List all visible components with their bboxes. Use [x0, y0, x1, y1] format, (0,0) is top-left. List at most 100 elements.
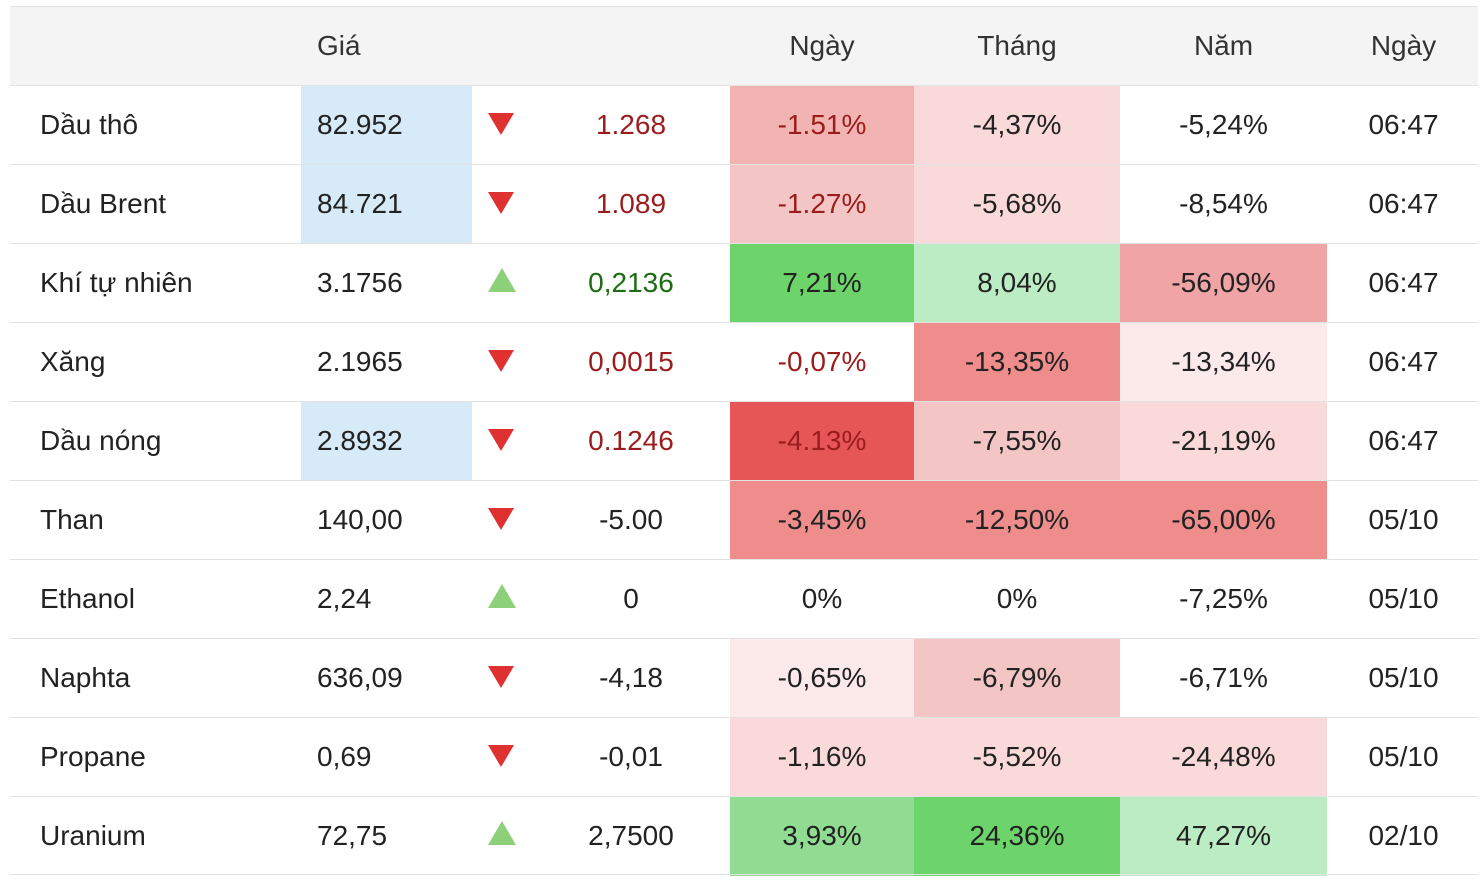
price-value: 3.1756: [301, 243, 472, 323]
direction-cell: [472, 638, 532, 718]
price-value: 2.8932: [301, 401, 472, 481]
up-triangle-icon: [488, 268, 516, 292]
direction-cell: [472, 480, 532, 560]
down-triangle-icon: [488, 665, 514, 688]
header-row: Giá Ngày Tháng Năm Ngày: [10, 6, 1478, 86]
year-change-percent: -5,24%: [1120, 85, 1327, 165]
commodity-name[interactable]: Naphta: [10, 638, 301, 718]
year-change-percent: -65,00%: [1120, 480, 1327, 560]
direction-cell: [472, 243, 532, 323]
year-change-percent: -8,54%: [1120, 164, 1327, 244]
month-change-percent: -12,50%: [914, 480, 1120, 560]
change-value: 0: [532, 559, 730, 639]
update-time: 05/10: [1327, 559, 1478, 639]
update-time: 06:47: [1327, 164, 1478, 244]
table-row[interactable]: Dầu Brent 84.721 1.089 -1.27% -5,68% -8,54% 06…: [10, 164, 1478, 244]
header-day[interactable]: Ngày: [730, 6, 914, 86]
table-row[interactable]: Dầu nóng 2.8932 0.1246 -4.13% -7,55% -21,19% 0…: [10, 401, 1478, 481]
header-arrow: [472, 6, 532, 86]
price-value: 2,24: [301, 559, 472, 639]
update-time: 02/10: [1327, 796, 1478, 876]
header-price[interactable]: Giá: [301, 6, 472, 86]
commodity-name[interactable]: Ethanol: [10, 559, 301, 639]
commodity-name[interactable]: Dầu Brent: [10, 164, 301, 244]
day-change-percent: -3,45%: [730, 480, 914, 560]
header-name[interactable]: [10, 6, 301, 86]
change-value: 0,2136: [532, 243, 730, 323]
table-row[interactable]: Naphta 636,09 -4,18 -0,65% -6,79% -6,71% 05/10: [10, 638, 1478, 718]
table-row[interactable]: Uranium 72,75 2,7500 3,93% 24,36% 47,27% 02/10: [10, 796, 1478, 876]
direction-cell: [472, 401, 532, 481]
change-value: -5.00: [532, 480, 730, 560]
energy-prices-table-container: Giá Ngày Tháng Năm Ngày Dầu thô 82.952 1.2…: [10, 6, 1478, 882]
month-change-percent: -5,68%: [914, 164, 1120, 244]
commodity-name[interactable]: Khí tự nhiên: [10, 243, 301, 323]
month-change-percent: -7,55%: [914, 401, 1120, 481]
day-change-percent: 7,21%: [730, 243, 914, 323]
down-triangle-icon: [488, 507, 514, 530]
change-value: 0.1246: [532, 401, 730, 481]
change-value: 1.089: [532, 164, 730, 244]
table-header: Giá Ngày Tháng Năm Ngày: [10, 6, 1478, 86]
direction-cell: [472, 322, 532, 402]
energy-prices-table: Giá Ngày Tháng Năm Ngày Dầu thô 82.952 1.2…: [10, 6, 1478, 876]
up-triangle-icon: [488, 821, 516, 846]
month-change-percent: -5,52%: [914, 717, 1120, 797]
month-change-percent: -6,79%: [914, 638, 1120, 718]
year-change-percent: 47,27%: [1120, 796, 1327, 876]
day-change-percent: -1.51%: [730, 85, 914, 165]
commodity-name[interactable]: Uranium: [10, 796, 301, 876]
price-value: 72,75: [301, 796, 472, 876]
month-change-percent: 24,36%: [914, 796, 1120, 876]
change-value: -0,01: [532, 717, 730, 797]
commodity-name[interactable]: Xăng: [10, 322, 301, 402]
header-change[interactable]: [532, 6, 730, 86]
day-change-percent: -1.27%: [730, 164, 914, 244]
header-year[interactable]: Năm: [1120, 6, 1327, 86]
price-value: 140,00: [301, 480, 472, 560]
year-change-percent: -7,25%: [1120, 559, 1327, 639]
table-row[interactable]: Than 140,00 -5.00 -3,45% -12,50% -65,00% 05/10: [10, 480, 1478, 560]
down-triangle-icon: [488, 112, 514, 135]
down-triangle-icon: [488, 191, 514, 214]
update-time: 06:47: [1327, 322, 1478, 402]
down-triangle-icon: [488, 349, 514, 372]
day-change-percent: -0,65%: [730, 638, 914, 718]
up-triangle-icon: [488, 584, 516, 608]
direction-cell: [472, 85, 532, 165]
update-time: 06:47: [1327, 243, 1478, 323]
day-change-percent: -1,16%: [730, 717, 914, 797]
price-value: 84.721: [301, 164, 472, 244]
commodity-name[interactable]: Dầu thô: [10, 85, 301, 165]
table-row[interactable]: Ethanol 2,24 0 0% 0% -7,25% 05/10: [10, 559, 1478, 639]
update-time: 05/10: [1327, 480, 1478, 560]
table-bottom-divider: [10, 874, 1478, 875]
direction-cell: [472, 164, 532, 244]
commodity-name[interactable]: Than: [10, 480, 301, 560]
month-change-percent: 8,04%: [914, 243, 1120, 323]
table-row[interactable]: Propane 0,69 -0,01 -1,16% -5,52% -24,48% 05/10: [10, 717, 1478, 797]
update-time: 06:47: [1327, 85, 1478, 165]
change-value: 0,0015: [532, 322, 730, 402]
table-row[interactable]: Khí tự nhiên 3.1756 0,2136 7,21% 8,04% -56,09…: [10, 243, 1478, 323]
month-change-percent: 0%: [914, 559, 1120, 639]
price-value: 0,69: [301, 717, 472, 797]
header-month[interactable]: Tháng: [914, 6, 1120, 86]
day-change-percent: -0,07%: [730, 322, 914, 402]
year-change-percent: -56,09%: [1120, 243, 1327, 323]
change-value: 2,7500: [532, 796, 730, 876]
update-time: 05/10: [1327, 717, 1478, 797]
day-change-percent: 3,93%: [730, 796, 914, 876]
price-value: 2.1965: [301, 322, 472, 402]
commodity-name[interactable]: Propane: [10, 717, 301, 797]
update-time: 06:47: [1327, 401, 1478, 481]
price-value: 82.952: [301, 85, 472, 165]
year-change-percent: -24,48%: [1120, 717, 1327, 797]
header-date[interactable]: Ngày: [1327, 6, 1478, 86]
table-body: Dầu thô 82.952 1.268 -1.51% -4,37% -5,24% 06:4…: [10, 85, 1478, 876]
table-row[interactable]: Dầu thô 82.952 1.268 -1.51% -4,37% -5,24% 06:4…: [10, 85, 1478, 165]
update-time: 05/10: [1327, 638, 1478, 718]
year-change-percent: -6,71%: [1120, 638, 1327, 718]
commodity-name[interactable]: Dầu nóng: [10, 401, 301, 481]
table-row[interactable]: Xăng 2.1965 0,0015 -0,07% -13,35% -13,34% 06:4…: [10, 322, 1478, 402]
